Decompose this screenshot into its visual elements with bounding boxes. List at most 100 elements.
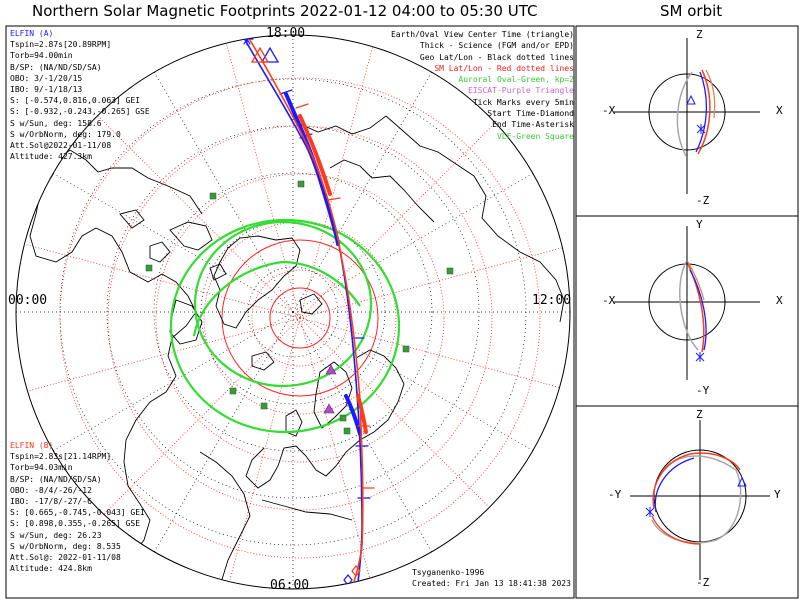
legend-entry: Tick Marks every 5min xyxy=(472,97,574,107)
elfin-a-end-asterisk xyxy=(240,35,254,46)
sm-meridian xyxy=(299,317,527,545)
sm-meridian xyxy=(299,91,527,319)
sm-orbit-title: SM orbit xyxy=(660,2,723,20)
clock-label-top: 18:00 xyxy=(266,26,306,41)
elfin-b-info: ELFIN (B) Tspin=2.83s[21.14RPM] Torb=94.0… xyxy=(10,440,145,574)
legend-entry: Auroral Oval-Green, kp=2 xyxy=(458,75,574,85)
orbit-2-elfin-a xyxy=(689,269,707,351)
sm-meridian xyxy=(299,317,570,402)
legend-entry: Geo Lat/Lon - Black dotted lines xyxy=(419,52,574,62)
coastlines xyxy=(29,115,565,587)
clock-label-bottom: 06:00 xyxy=(270,578,310,593)
panel-3-right-label: Y xyxy=(774,488,781,501)
orbit-3-triangle xyxy=(737,476,747,487)
orbit-1-gray xyxy=(676,71,693,157)
map-frame xyxy=(5,25,575,599)
geo-meridian xyxy=(142,311,294,572)
legend-entry: EISCAT-Purple Triangle xyxy=(468,86,574,96)
figure-title: Northern Solar Magnetic Footprints 2022-… xyxy=(32,2,538,20)
auroral-oval-poleward xyxy=(193,220,373,388)
vlf-square xyxy=(343,427,351,435)
panel-2-bottom-label: -Y xyxy=(696,384,710,397)
asia-coast xyxy=(385,115,565,323)
sm-meridian xyxy=(216,317,301,589)
vlf-square xyxy=(402,345,410,353)
vlf-square xyxy=(229,387,237,395)
sm-grid xyxy=(16,35,570,589)
greenland-coast xyxy=(213,235,301,329)
vlf-square xyxy=(297,180,305,188)
legend-entry: Thick - Science (FGM and/or EPD) xyxy=(419,41,574,51)
elfin-b-track xyxy=(249,39,364,589)
orbit-2-asterisk xyxy=(695,352,705,362)
panel-3-top-label: Z xyxy=(696,408,703,421)
elfin-a-info: ELFIN (A) Tspin=2.87s[20.89RPM] Torb=94.0… xyxy=(10,28,150,162)
vlf-square xyxy=(145,264,153,272)
elfin-a-header: ELFIN (A) xyxy=(10,29,54,38)
europe-coast xyxy=(245,349,405,489)
elfin-b-info-line: S w/OrbNorm, deg: 8.535 xyxy=(10,541,121,551)
orbit-2-gray xyxy=(679,261,699,351)
elfin-a-info-line: Torb=94.00min xyxy=(10,51,73,61)
elfin-a-science-segment-2 xyxy=(344,394,362,436)
elfin-a-info-line: S w/OrbNorm, deg: 179.0 xyxy=(10,129,121,139)
sm-meridian xyxy=(299,317,384,589)
sm-orbit-panel-1 xyxy=(614,38,760,194)
sm-meridian xyxy=(73,317,301,545)
sm-meridian xyxy=(216,35,301,319)
sm-latitude-circle xyxy=(203,221,397,415)
legend: Earth/Oval View Center Time (triangle) Th… xyxy=(391,29,574,142)
elfin-b-info-line: S: [0.898,0.355,-0.265] GSE xyxy=(10,519,141,529)
panel-3-bottom-label: -Z xyxy=(696,576,710,589)
arctic-islands xyxy=(119,209,227,281)
africa-coast xyxy=(199,451,353,587)
orbit-1-asterisk xyxy=(696,124,706,134)
clock-label-left: 00:00 xyxy=(8,293,48,308)
elfin-b-info-line: Att.Sol@: 2022-01-11/08 xyxy=(10,553,121,563)
legend-entry: Start Time-Diamond xyxy=(487,109,574,119)
sm-meridian xyxy=(16,317,301,402)
elfin-b-science-segment xyxy=(298,114,332,196)
elfin-a-info-line: Altitude: 427.3km xyxy=(10,152,92,162)
orbit-3-lower-arc xyxy=(651,515,701,545)
sm-pole-circle xyxy=(269,287,331,349)
vlf-square xyxy=(339,414,347,422)
eiscat-sites xyxy=(323,364,337,414)
orbit-1-triangle xyxy=(686,94,696,105)
legend-entry: End Time-Asterisk xyxy=(492,120,574,130)
elfin-a-view-triangle xyxy=(260,46,280,63)
elfin-b-science-segment-2 xyxy=(356,394,368,434)
sm-pole-circle xyxy=(221,239,379,397)
vlf-square xyxy=(446,267,454,275)
svalbard-coast xyxy=(299,293,323,315)
elfin-a-info-line: S: [-0.932,-0.243,-0.265] GSE xyxy=(10,107,150,117)
elfin-a-info-line: OBO: 3/-1/20/15 xyxy=(10,73,83,83)
vlf-square xyxy=(209,192,217,200)
elfin-a-info-line: S: [-0.574,0.816,0.063] GEI xyxy=(10,96,141,106)
vlf-square xyxy=(260,402,268,410)
panel-3-left-label: -Y xyxy=(608,488,622,501)
sm-orbit-panel-2 xyxy=(614,226,760,380)
north-america-coast xyxy=(29,149,203,557)
elfin-b-view-triangle xyxy=(250,46,270,63)
panel-1-left-label: -X xyxy=(602,104,616,117)
vlf-sites xyxy=(145,180,454,435)
geo-latitude-circle xyxy=(153,172,433,452)
elfin-b-info-line: B/SP: (NA/ND/SD/SA) xyxy=(10,474,102,484)
elfin-b-info-line: OBO: -8/4/-26/-12 xyxy=(10,485,92,495)
elfin-b-info-line: Torb=94.03min xyxy=(10,463,73,473)
orbit-3-asterisk xyxy=(645,507,655,517)
panel-1-right-label: X xyxy=(776,104,783,117)
elfin-a-info-line: S w/Sun, deg: 158.6 xyxy=(10,118,102,128)
orbit-3-elfin-a xyxy=(654,457,695,513)
legend-entry: SM Lat/Lon - Red dotted lines xyxy=(434,63,574,73)
elfin-a-info-line: IBO: 9/-1/18/13 xyxy=(10,85,83,95)
panel-1-bottom-label: -Z xyxy=(696,194,710,207)
elfin-b-info-line: IBO: -17/8/-27/-6 xyxy=(10,497,92,507)
auroral-oval-equatorward xyxy=(169,218,401,434)
panel-2-left-label: -X xyxy=(602,294,616,307)
elfin-b-tick-marks xyxy=(295,103,375,489)
sm-latitude-circle xyxy=(251,269,349,367)
auroral-ovals xyxy=(169,218,401,434)
